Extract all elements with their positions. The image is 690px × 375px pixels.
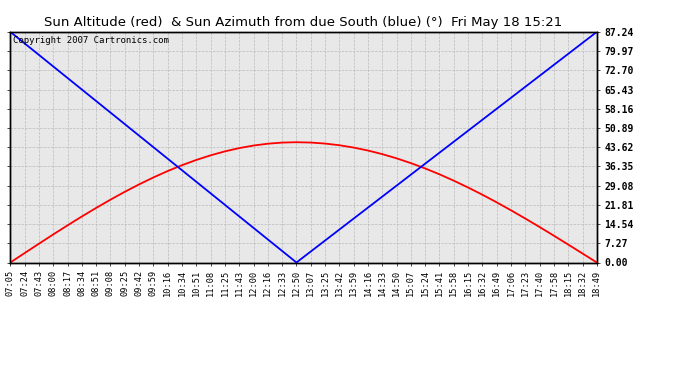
Title: Sun Altitude (red)  & Sun Azimuth from due South (blue) (°)  Fri May 18 15:21: Sun Altitude (red) & Sun Azimuth from du…: [44, 16, 563, 29]
Text: Copyright 2007 Cartronics.com: Copyright 2007 Cartronics.com: [13, 36, 169, 45]
